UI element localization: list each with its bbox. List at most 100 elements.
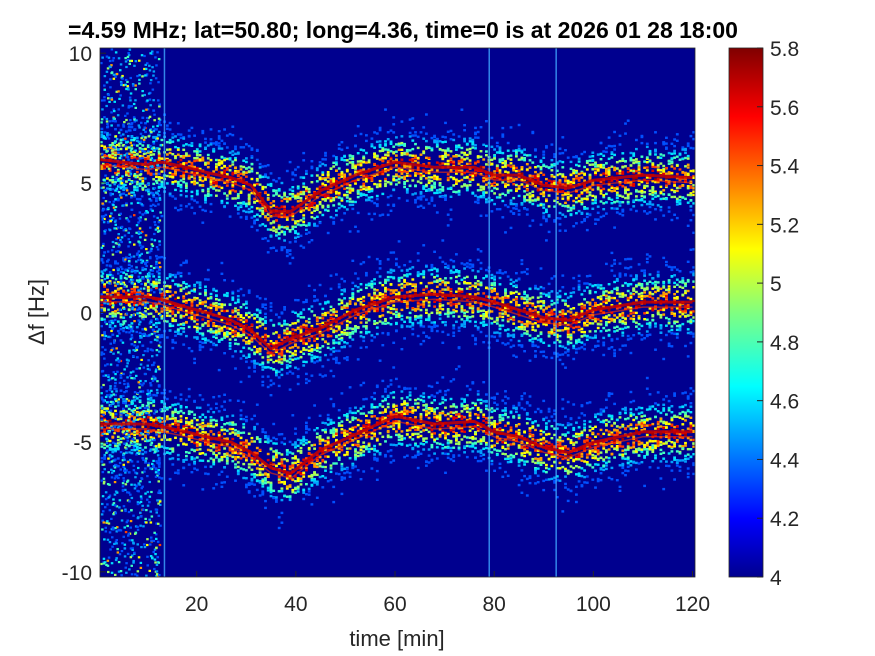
heatmap-cell (168, 314, 172, 318)
heatmap-cell (656, 168, 660, 172)
heatmap-cell (195, 181, 199, 185)
heatmap-cell (692, 184, 695, 187)
heatmap-cell (403, 274, 406, 277)
heatmap-cell (555, 192, 559, 196)
heatmap-cell (217, 170, 221, 174)
heatmap-cell (157, 176, 161, 179)
heatmap-cell (542, 206, 546, 209)
heatmap-cell (103, 189, 106, 193)
heatmap-cell (665, 185, 668, 189)
heatmap-cell (566, 198, 570, 202)
heatmap-cell (152, 282, 156, 285)
heatmap-cell (635, 158, 638, 161)
heatmap-cell (332, 216, 336, 220)
heatmap-cell (231, 311, 235, 314)
heatmap-cell (356, 190, 360, 194)
heatmap-cell (397, 175, 401, 178)
heatmap-cell (250, 323, 254, 327)
heatmap-cell (446, 266, 450, 270)
heatmap-cell (665, 142, 668, 145)
heatmap-cell (365, 174, 368, 177)
heatmap-cell (348, 191, 352, 194)
heatmap-cell (588, 213, 592, 216)
heatmap-cell (250, 225, 254, 228)
heatmap-cell (373, 146, 376, 149)
heatmap-cell (373, 162, 376, 166)
heatmap-cell (155, 199, 158, 203)
heatmap-cell (405, 282, 409, 285)
heatmap-cell (476, 326, 480, 329)
heatmap-cell (351, 155, 355, 158)
heatmap-cell (498, 208, 502, 211)
heatmap-cell (198, 178, 202, 182)
heatmap-cell (452, 298, 456, 301)
heatmap-cell (176, 148, 180, 151)
heatmap-cell (255, 326, 259, 329)
heatmap-cell (455, 169, 458, 172)
heatmap-cell (198, 144, 202, 148)
heatmap-cell (258, 162, 262, 166)
heatmap-cell (566, 182, 570, 186)
heatmap-cell (242, 346, 246, 349)
heatmap-cell (386, 138, 390, 141)
heatmap-cell (531, 194, 535, 197)
heatmap-cell (359, 321, 363, 324)
heatmap-cell (209, 309, 213, 313)
heatmap-cell (403, 177, 406, 181)
heatmap-cell (253, 184, 256, 187)
heatmap-cell (400, 164, 404, 167)
heatmap-cell (624, 188, 627, 191)
heatmap-cell (384, 278, 387, 282)
heatmap-cell (665, 166, 668, 170)
heatmap-cell (280, 199, 284, 203)
heatmap-cell (272, 204, 276, 207)
heatmap-cell (195, 166, 199, 170)
heatmap-cell (119, 287, 123, 290)
heatmap-cell (335, 356, 338, 360)
heatmap-cell (201, 129, 205, 133)
heatmap-cell (460, 108, 464, 111)
heatmap-cell (365, 283, 368, 287)
heatmap-cell (272, 332, 276, 335)
heatmap-cell (348, 173, 352, 176)
heatmap-cell (321, 173, 325, 176)
heatmap-cell (315, 167, 319, 170)
heatmap-cell (294, 298, 297, 302)
heatmap-cell (261, 212, 265, 216)
heatmap-cell (465, 315, 469, 318)
heatmap-cell (632, 184, 636, 187)
heatmap-cell (114, 151, 117, 154)
heatmap-cell (253, 201, 256, 204)
heatmap-cell (654, 131, 657, 134)
heatmap-cell (340, 218, 344, 222)
heatmap-cell (498, 146, 502, 149)
heatmap-cell (234, 180, 237, 183)
heatmap-cell (168, 275, 172, 278)
heatmap-cell (667, 193, 671, 196)
heatmap-cell (217, 340, 221, 343)
heatmap-cell (198, 327, 202, 330)
heatmap-cell (378, 149, 382, 153)
heatmap-cell (498, 177, 502, 181)
heatmap-cell (111, 306, 115, 309)
heatmap-cell (176, 182, 180, 186)
heatmap-cell (403, 181, 406, 184)
heatmap-cell (239, 201, 243, 205)
heatmap-cell (392, 188, 396, 191)
heatmap-cell (531, 130, 535, 134)
heatmap-cell (422, 174, 426, 178)
heatmap-cell (542, 153, 546, 156)
heatmap-cell (288, 253, 292, 256)
heatmap-cell (468, 304, 472, 308)
heatmap-cell (152, 193, 156, 197)
heatmap-cell (479, 186, 483, 189)
heatmap-cell (378, 296, 382, 299)
heatmap-cell (389, 251, 393, 254)
heatmap-cell (422, 195, 426, 198)
heatmap-cell (165, 141, 169, 144)
heatmap-cell (667, 172, 671, 175)
heatmap-cell (141, 186, 145, 190)
heatmap-cell (416, 315, 420, 318)
heatmap-cell (476, 258, 480, 262)
heatmap-cell (125, 256, 128, 259)
